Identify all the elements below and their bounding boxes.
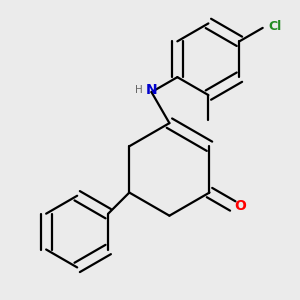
Text: H: H [135, 85, 143, 95]
Text: O: O [234, 199, 246, 213]
Text: Cl: Cl [268, 20, 281, 33]
Text: N: N [146, 83, 157, 97]
